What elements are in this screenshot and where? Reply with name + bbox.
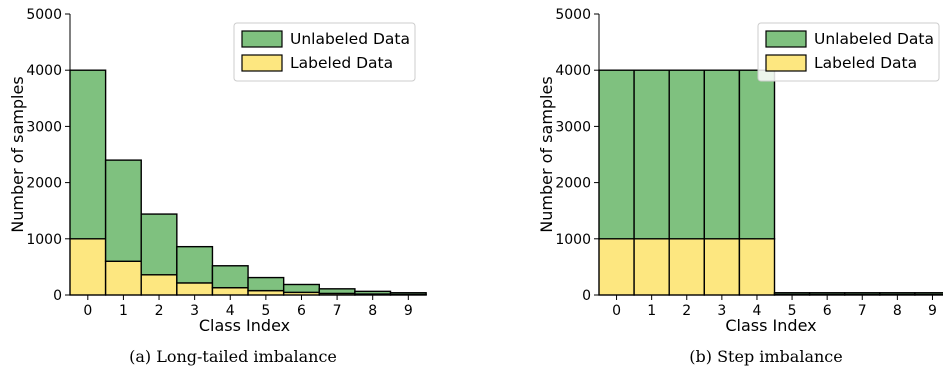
bar-labeled-4: [738, 238, 776, 296]
y-axis-label: Number of samples: [8, 76, 27, 232]
x-tick-label: 8: [368, 303, 377, 319]
chart-step: 0 1000 2000 3000 4000 5000 0 1 2 3 4 5 6 7 8 9 Class Ind…: [537, 7, 943, 366]
x-axis-label: Class Index: [725, 316, 816, 335]
x-tick-label: 4: [752, 303, 761, 319]
x-tick-label: 6: [297, 303, 306, 319]
bar-unlabeled-0: [69, 69, 107, 240]
legend-label: Labeled Data: [290, 54, 393, 72]
y-tick-label: 2000: [26, 176, 62, 192]
y-tick-label: 1000: [555, 232, 591, 248]
bar-labeled-3: [176, 282, 214, 296]
bar-labeled-2: [668, 238, 706, 296]
legend-swatch: [241, 30, 283, 48]
bar-labeled-3: [703, 238, 741, 296]
bar-labeled-4: [211, 286, 249, 296]
bar-unlabeled-2: [668, 69, 706, 240]
x-tick-label: 6: [823, 303, 832, 319]
bar-unlabeled-1: [633, 69, 670, 240]
x-tick-label: 1: [119, 303, 128, 319]
chart-caption: (b) Step imbalance: [689, 347, 842, 366]
legend-swatch: [765, 30, 807, 48]
bar-labeled-0: [598, 238, 635, 296]
x-tick-label: 2: [155, 303, 164, 319]
y-tick-label: 5000: [555, 7, 591, 23]
x-tick-label: 5: [788, 303, 797, 319]
x-tick-label: 2: [682, 303, 691, 319]
bar-labeled-2: [140, 274, 178, 296]
x-tick-label: 0: [83, 303, 92, 319]
bar-unlabeled-5: [247, 276, 285, 292]
bar-unlabeled-7: [318, 288, 356, 295]
y-tick-label: 3000: [26, 119, 62, 135]
bar-unlabeled-5: [773, 292, 811, 296]
legend-swatch: [765, 54, 807, 72]
legend: Unlabeled Data Labeled Data: [757, 22, 940, 82]
x-tick-label: 0: [612, 303, 621, 319]
bar-labeled-0: [69, 238, 107, 296]
bar-unlabeled-2: [140, 213, 178, 276]
y-axis-label: Number of samples: [537, 76, 556, 232]
x-tick-label: 4: [226, 303, 235, 319]
y-tick-label: 0: [53, 288, 62, 304]
bar-unlabeled-6: [282, 283, 320, 294]
x-tick-label: 3: [190, 303, 199, 319]
legend-label: Unlabeled Data: [814, 30, 934, 48]
x-tick-label: 9: [404, 303, 413, 319]
bar-unlabeled-3: [703, 69, 741, 240]
bar-unlabeled-3: [176, 245, 214, 284]
x-tick-label: 8: [893, 303, 902, 319]
x-tick-label: 1: [647, 303, 656, 319]
x-tick-label: 7: [333, 303, 342, 319]
y-tick-label: 4000: [555, 63, 591, 79]
bar-unlabeled-7: [844, 292, 881, 296]
chart-long-tailed: 0 1000 2000 3000 4000 5000 0 1 2 3 4 5 6 7 8 9 Class Ind…: [8, 7, 427, 366]
y-tick-label: 1000: [26, 232, 62, 248]
legend-label: Labeled Data: [814, 54, 917, 72]
x-tick-label: 7: [858, 303, 867, 319]
bar-unlabeled-9: [389, 292, 427, 296]
x-axis-label: Class Index: [199, 316, 290, 335]
x-tick-label: 9: [928, 303, 937, 319]
bar-labeled-1: [633, 238, 670, 296]
bar-unlabeled-8: [354, 290, 392, 295]
y-tick-label: 2000: [555, 176, 591, 192]
y-tick-label: 3000: [555, 119, 591, 135]
bar-unlabeled-6: [808, 292, 846, 296]
legend-swatch: [241, 54, 283, 72]
chart-caption: (a) Long-tailed imbalance: [129, 347, 337, 366]
x-tick-label: 5: [261, 303, 270, 319]
y-tick-label: 5000: [26, 7, 62, 23]
legend: Unlabeled Data Labeled Data: [233, 22, 416, 82]
bar-unlabeled-9: [914, 292, 943, 296]
y-tick-label: 4000: [26, 63, 62, 79]
bar-unlabeled-0: [598, 69, 635, 240]
bar-unlabeled-1: [104, 159, 142, 262]
x-tick-label: 3: [717, 303, 726, 319]
bar-unlabeled-4: [211, 265, 249, 289]
bar-unlabeled-4: [738, 69, 776, 240]
bar-labeled-1: [104, 260, 142, 296]
legend-label: Unlabeled Data: [290, 30, 410, 48]
bar-unlabeled-8: [879, 292, 916, 296]
y-tick-label: 0: [582, 288, 591, 304]
